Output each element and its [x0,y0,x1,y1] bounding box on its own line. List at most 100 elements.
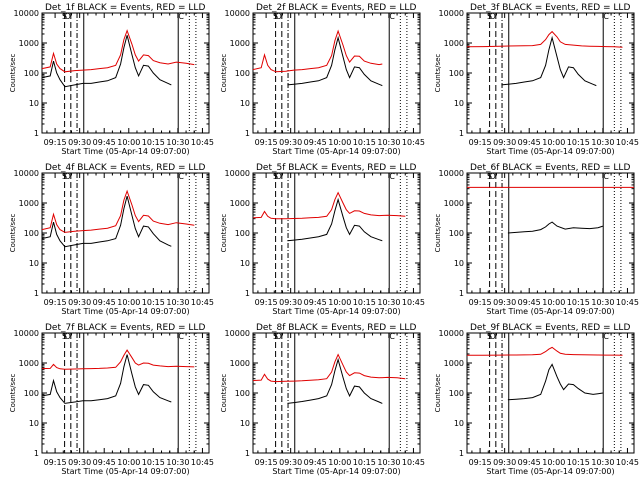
x-tick-label: 09:30 [68,458,91,467]
x-tick-label: 10:30 [377,138,400,147]
x-axis-label: Start Time (05-Apr-14 09:07:00) [61,467,189,476]
y-tick-label: 10 [240,259,250,268]
detector-panel-9: Det_9f BLACK = Events, RED = LLD 1 10 100 10… [434,323,639,476]
panel-title: Det_8f BLACK = Events, RED = LLD [256,323,416,333]
series-lld-line [252,191,406,220]
marker-S: S [273,12,278,21]
x-tick-label: 10:30 [591,458,614,467]
y-tick-label: 10000 [225,169,250,178]
x-tick-label: 09:45 [304,138,327,147]
plot-frame [466,12,635,134]
panel-title: Det_7f BLACK = Events, RED = LLD [45,323,205,333]
x-tick-label: 09:45 [93,458,116,467]
y-tick-label: 100 [24,229,39,238]
series-lld-line [41,29,195,73]
y-tick-label: 1 [34,289,39,298]
x-tick-label: 09:15 [44,138,67,147]
detector-panel-4: Det_4f BLACK = Events, RED = LLD 1 10 100 10… [9,163,214,316]
y-axis-label: Counts/sec [9,54,17,93]
series-lld-line [41,189,195,233]
marker-S: S [273,172,278,181]
y-tick-label: 1000 [444,359,464,368]
plot-frame [466,172,635,294]
y-tick-label: 1000 [19,199,39,208]
y-tick-label: 100 [235,229,250,238]
x-tick-label: 10:45 [191,458,214,467]
y-tick-label: 10 [29,419,39,428]
marker-C: C [603,332,609,341]
x-tick-label: 10:45 [616,298,639,307]
y-tick-label: 100 [449,389,464,398]
x-tick-label: 10:00 [542,458,565,467]
marker-O: O [65,172,71,181]
x-axis-label: Start Time (05-Apr-14 09:07:00) [486,307,614,316]
x-tick-label: 10:30 [166,458,189,467]
x-tick-label: 09:15 [469,298,492,307]
y-tick-label: 10 [240,419,250,428]
y-tick-label: 10 [240,99,250,108]
x-tick-label: 09:45 [93,298,116,307]
series-events-line [41,195,172,248]
series-events-line [507,221,604,234]
y-tick-label: 1 [245,449,250,458]
x-axis-label: Start Time (05-Apr-14 09:07:00) [272,467,400,476]
y-tick-label: 1000 [19,359,39,368]
x-tick-label: 10:00 [328,298,351,307]
marker-S: S [273,332,278,341]
y-tick-label: 100 [24,389,39,398]
x-tick-label: 09:15 [255,458,278,467]
x-tick-label: 10:00 [542,298,565,307]
marker-O: O [490,12,496,21]
y-tick-label: 10000 [14,329,39,338]
marker-O: O [65,12,71,21]
y-axis-label: Counts/sec [220,54,228,93]
x-tick-label: 10:00 [542,138,565,147]
y-tick-label: 1 [459,449,464,458]
panel-title: Det_1f BLACK = Events, RED = LLD [45,3,205,13]
detector-panel-6: Det_6f BLACK = Events, RED = LLD 1 10 100 10… [434,163,639,316]
series-lld-line [41,349,195,370]
y-tick-label: 1000 [19,39,39,48]
y-tick-label: 1000 [230,359,250,368]
panel-title: Det_2f BLACK = Events, RED = LLD [256,3,416,13]
y-tick-label: 10000 [439,329,464,338]
marker-O: O [276,12,282,21]
y-tick-label: 10000 [225,329,250,338]
marker-C: C [178,172,184,181]
x-tick-label: 10:45 [191,138,214,147]
marker-S: S [487,172,492,181]
marker-O: O [276,332,282,341]
x-tick-label: 09:30 [68,138,91,147]
panel-title: Det_6f BLACK = Events, RED = LLD [470,163,630,173]
x-tick-label: 09:30 [68,298,91,307]
y-tick-label: 10000 [14,9,39,18]
x-tick-label: 10:15 [567,458,590,467]
series-events-line [507,363,603,401]
series-events-line [287,197,383,242]
panel-title: Det_9f BLACK = Events, RED = LLD [470,323,630,333]
y-tick-label: 1000 [230,39,250,48]
detector-panel-2: Det_2f BLACK = Events, RED = LLD 1 10 100 10… [220,3,425,156]
y-tick-label: 1 [459,289,464,298]
y-tick-label: 1 [245,129,250,138]
y-axis-label: Counts/sec [9,374,17,413]
marker-C: C [603,172,609,181]
x-tick-label: 10:30 [377,458,400,467]
y-tick-label: 10000 [225,9,250,18]
x-tick-label: 09:30 [279,298,302,307]
y-axis-label: Counts/sec [434,214,442,253]
x-tick-label: 10:45 [191,298,214,307]
x-tick-label: 09:45 [304,298,327,307]
x-tick-label: 10:30 [166,298,189,307]
x-tick-label: 09:15 [469,138,492,147]
x-tick-label: 09:45 [304,458,327,467]
x-axis-label: Start Time (05-Apr-14 09:07:00) [272,307,400,316]
y-tick-label: 100 [235,69,250,78]
y-tick-label: 1000 [444,199,464,208]
y-axis-label: Counts/sec [220,374,228,413]
marker-S: S [62,172,67,181]
marker-C: C [603,12,609,21]
x-tick-label: 09:30 [493,458,516,467]
plot-frame [41,332,210,454]
x-tick-label: 10:30 [591,138,614,147]
